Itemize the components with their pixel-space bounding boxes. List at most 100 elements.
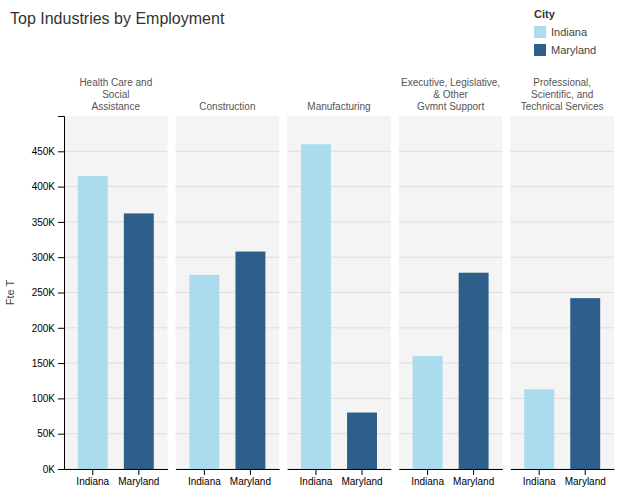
x-tick: Indiana	[523, 469, 556, 487]
y-tick-mark	[58, 293, 64, 294]
grid-line	[176, 151, 280, 152]
x-tick: Indiana	[411, 469, 444, 487]
bars	[78, 176, 154, 469]
panel: Executive, Legislative,& OtherGvmnt Supp…	[399, 77, 503, 487]
x-axis: Indiana Maryland	[288, 469, 392, 487]
grid-line	[399, 257, 503, 258]
bars	[301, 144, 377, 469]
x-tick-label: Indiana	[411, 476, 444, 487]
x-axis-line	[511, 469, 615, 470]
bar	[570, 298, 600, 469]
panel-title: Health Care andSocialAssistance	[79, 77, 152, 112]
legend-swatch	[534, 26, 546, 38]
y-tick-mark	[58, 434, 64, 435]
bars	[413, 273, 489, 469]
x-tick-mark	[362, 469, 363, 475]
panel: Health Care andSocialAssistance Indiana Ma…	[32, 77, 168, 487]
grid-line	[64, 151, 168, 152]
y-tick: 200K	[32, 323, 64, 334]
x-tick-mark	[585, 469, 586, 475]
x-tick-mark	[315, 469, 316, 475]
y-tick-label: 350K	[32, 217, 56, 228]
grid-line	[510, 186, 614, 187]
bar	[301, 144, 331, 469]
y-tick: 350K	[32, 217, 64, 228]
y-tick-mark	[58, 187, 64, 188]
y-tick-label: 450K	[32, 146, 56, 157]
title: Top Industries by Employment	[10, 10, 225, 27]
x-tick: Indiana	[76, 469, 109, 487]
grid-line	[510, 292, 614, 293]
bar	[124, 213, 154, 469]
x-tick: Maryland	[453, 469, 494, 487]
bar	[78, 176, 108, 469]
panel-title: Professional,Scientific, andTechnical Se…	[521, 77, 604, 112]
x-axis-line	[176, 469, 280, 470]
y-tick-mark	[58, 222, 64, 223]
grid-line	[399, 221, 503, 222]
x-axis: Indiana Maryland	[176, 469, 280, 487]
grid-line	[176, 186, 280, 187]
panel-background	[176, 116, 280, 469]
x-tick: Maryland	[230, 469, 271, 487]
y-tick: 250K	[32, 287, 64, 298]
x-tick: Indiana	[300, 469, 333, 487]
panel-title: Executive, Legislative,& OtherGvmnt Supp…	[401, 77, 500, 112]
bar	[189, 275, 219, 469]
x-axis: Indiana Maryland	[65, 469, 169, 487]
bar	[235, 252, 265, 469]
y-tick-label: 0K	[43, 464, 56, 475]
y-tick-label: 300K	[32, 252, 56, 263]
y-tick: 450K	[32, 146, 64, 157]
legend-item: Indiana	[534, 26, 588, 38]
y-tick-mark	[58, 469, 64, 470]
y-tick-label: 250K	[32, 287, 56, 298]
y-tick: 0K	[43, 464, 64, 475]
y-tick: 300K	[32, 252, 64, 263]
legend: CityIndianaMaryland	[534, 8, 596, 56]
x-tick-mark	[138, 469, 139, 475]
x-tick-mark	[427, 469, 428, 475]
x-tick: Indiana	[188, 469, 221, 487]
x-axis-line	[288, 469, 392, 470]
y-tick: 400K	[32, 181, 64, 192]
panel-background	[510, 116, 614, 469]
x-axis: Indiana Maryland	[399, 469, 503, 487]
legend-item: Maryland	[534, 44, 596, 56]
y-tick-mark	[58, 328, 64, 329]
panel-background	[64, 116, 168, 469]
grid-line	[176, 221, 280, 222]
y-tick-label: 50K	[37, 428, 55, 439]
x-tick-mark	[92, 469, 93, 475]
y-tick-mark	[58, 398, 64, 399]
y-axis-title: Fte T	[4, 279, 16, 305]
x-axis-line	[399, 469, 503, 470]
y-tick-mark	[58, 257, 64, 258]
y-tick-mark	[58, 363, 64, 364]
x-tick-label: Indiana	[76, 476, 109, 487]
grid-line	[399, 186, 503, 187]
bar	[413, 356, 443, 469]
y-tick-label: 200K	[32, 323, 56, 334]
x-tick-label: Indiana	[188, 476, 221, 487]
bars	[524, 298, 600, 469]
panel: Professional,Scientific, andTechnical Se…	[510, 77, 614, 487]
x-tick: Maryland	[341, 469, 382, 487]
x-tick-mark	[473, 469, 474, 475]
bar	[347, 413, 377, 469]
y-tick-mark	[58, 151, 64, 152]
panel: Manufacturing Indiana Maryland	[287, 101, 391, 487]
x-tick-label: Indiana	[300, 476, 333, 487]
x-tick: Maryland	[118, 469, 159, 487]
x-tick-label: Maryland	[230, 476, 271, 487]
x-tick-label: Maryland	[341, 476, 382, 487]
panel-title: Manufacturing	[307, 101, 370, 112]
x-axis: IndianaMaryland	[511, 469, 615, 487]
x-tick-label: Maryland	[453, 476, 494, 487]
y-axis-line	[58, 117, 65, 470]
x-axis-line	[65, 469, 169, 470]
y-tick: 50K	[37, 428, 64, 439]
chart: Top Industries by EmploymentCityIndianaM…	[0, 0, 624, 499]
x-tick-mark	[539, 469, 540, 475]
panel-title: Construction	[199, 101, 255, 112]
